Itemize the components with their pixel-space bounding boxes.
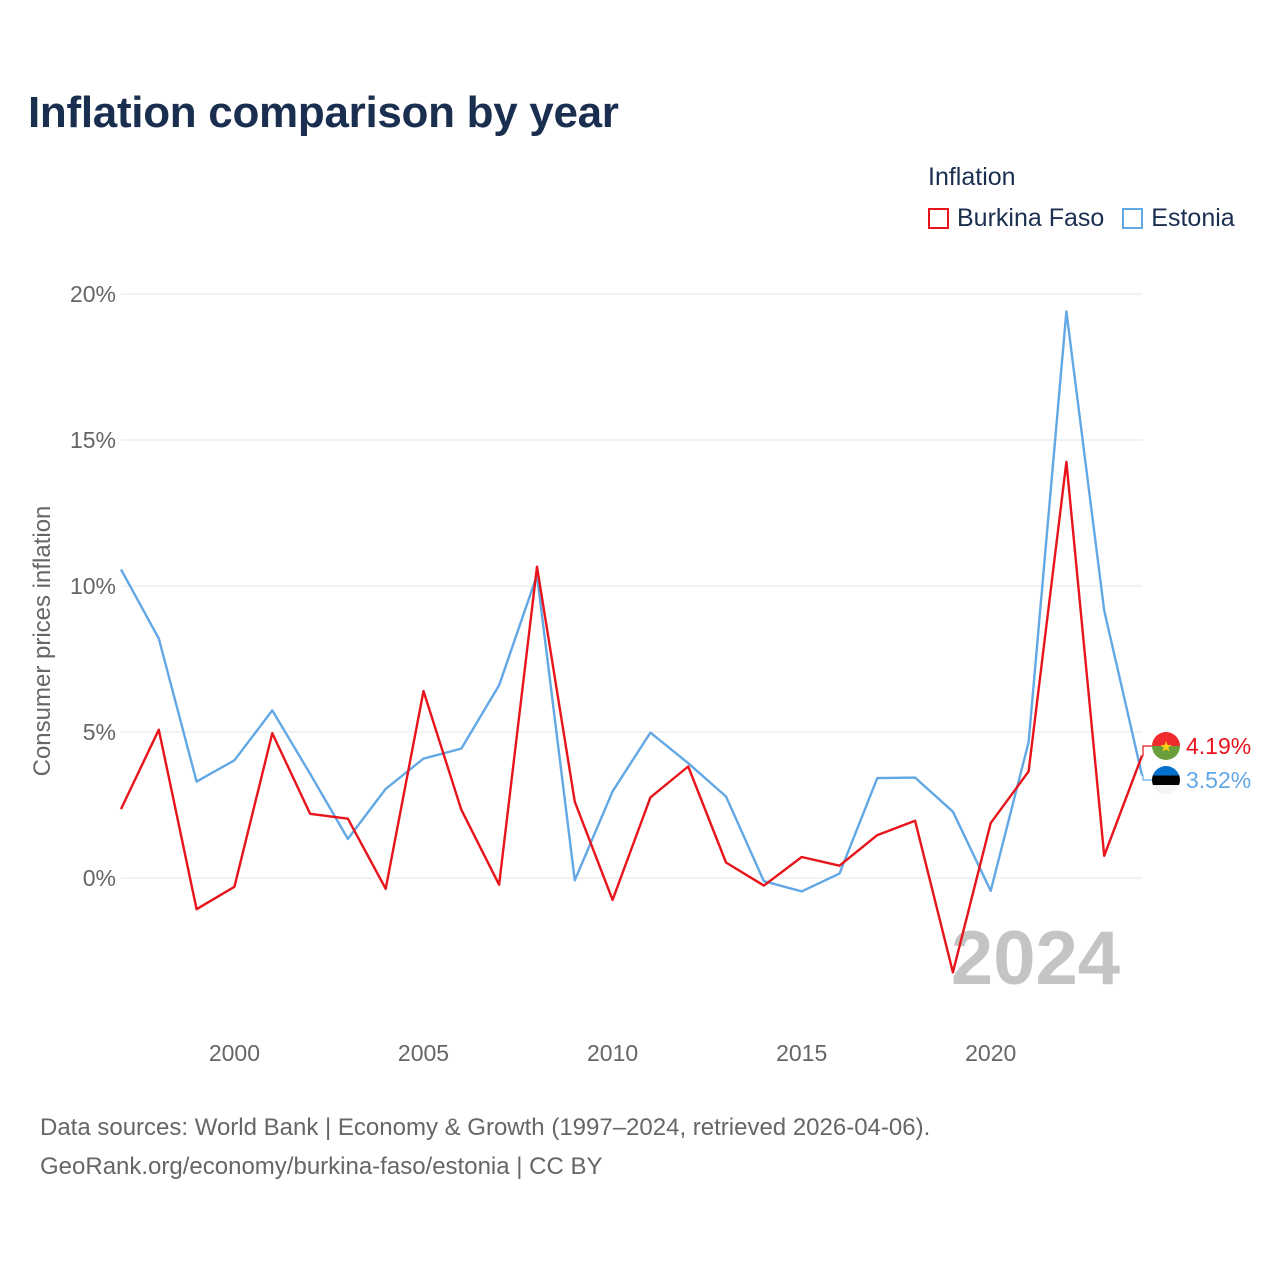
source-note: Data sources: World Bank | Economy & Gro… <box>40 1108 930 1186</box>
series-layer <box>119 310 1144 974</box>
legend: Burkina Faso Estonia <box>928 204 1253 233</box>
estonia-flag-icon <box>1152 766 1180 794</box>
grid-layer <box>121 293 1142 879</box>
axis-layer: 0% 5% 10% 15% 20% 2000 2005 2010 2015 2020 Consume… <box>29 281 1016 1066</box>
burkina-faso-flag-icon <box>1152 732 1180 760</box>
legend-swatch-burkina-faso <box>928 208 949 229</box>
source-line-1: Data sources: World Bank | Economy & Gro… <box>40 1114 931 1141</box>
source-line-2[interactable]: GeoRank.org/economy/burkina-faso/estonia… <box>40 1153 603 1180</box>
x-tick-label: 2000 <box>209 1040 260 1066</box>
series-line-estonia <box>119 310 1144 893</box>
y-tick-label: 0% <box>83 865 116 891</box>
legend-item-burkina-faso[interactable]: Burkina Faso <box>928 204 1104 233</box>
end-connector-burkina-faso <box>1142 745 1152 757</box>
y-tick-label: 10% <box>70 573 116 599</box>
end-label-estonia: 3.52% <box>1186 767 1251 793</box>
end-connector-estonia <box>1142 774 1152 781</box>
x-tick-label: 2020 <box>965 1040 1016 1066</box>
legend-label-estonia: Estonia <box>1151 204 1235 232</box>
series-line-burkina-faso <box>119 460 1144 974</box>
end-label-layer: 4.19% 3.52% <box>1142 732 1251 794</box>
legend-label-burkina-faso: Burkina Faso <box>957 204 1105 232</box>
y-tick-label: 15% <box>70 427 116 453</box>
y-tick-label: 20% <box>70 281 116 307</box>
x-tick-label: 2010 <box>587 1040 638 1066</box>
year-watermark: 2024 <box>951 916 1120 1001</box>
chart-title: Inflation comparison by year <box>28 88 619 137</box>
x-tick-label: 2015 <box>776 1040 827 1066</box>
y-tick-label: 5% <box>83 719 116 745</box>
line-chart: 2024 0% 5% 10% 15% 20% 2000 2005 2010 2015 2020 Co… <box>29 281 1251 1066</box>
legend-title: Inflation <box>928 163 1016 191</box>
legend-swatch-estonia <box>1122 208 1144 229</box>
legend-item-estonia[interactable]: Estonia <box>1122 204 1235 233</box>
end-label-burkina-faso: 4.19% <box>1186 733 1251 759</box>
y-axis-label: Consumer prices inflation <box>29 506 56 777</box>
x-tick-label: 2005 <box>398 1040 449 1066</box>
